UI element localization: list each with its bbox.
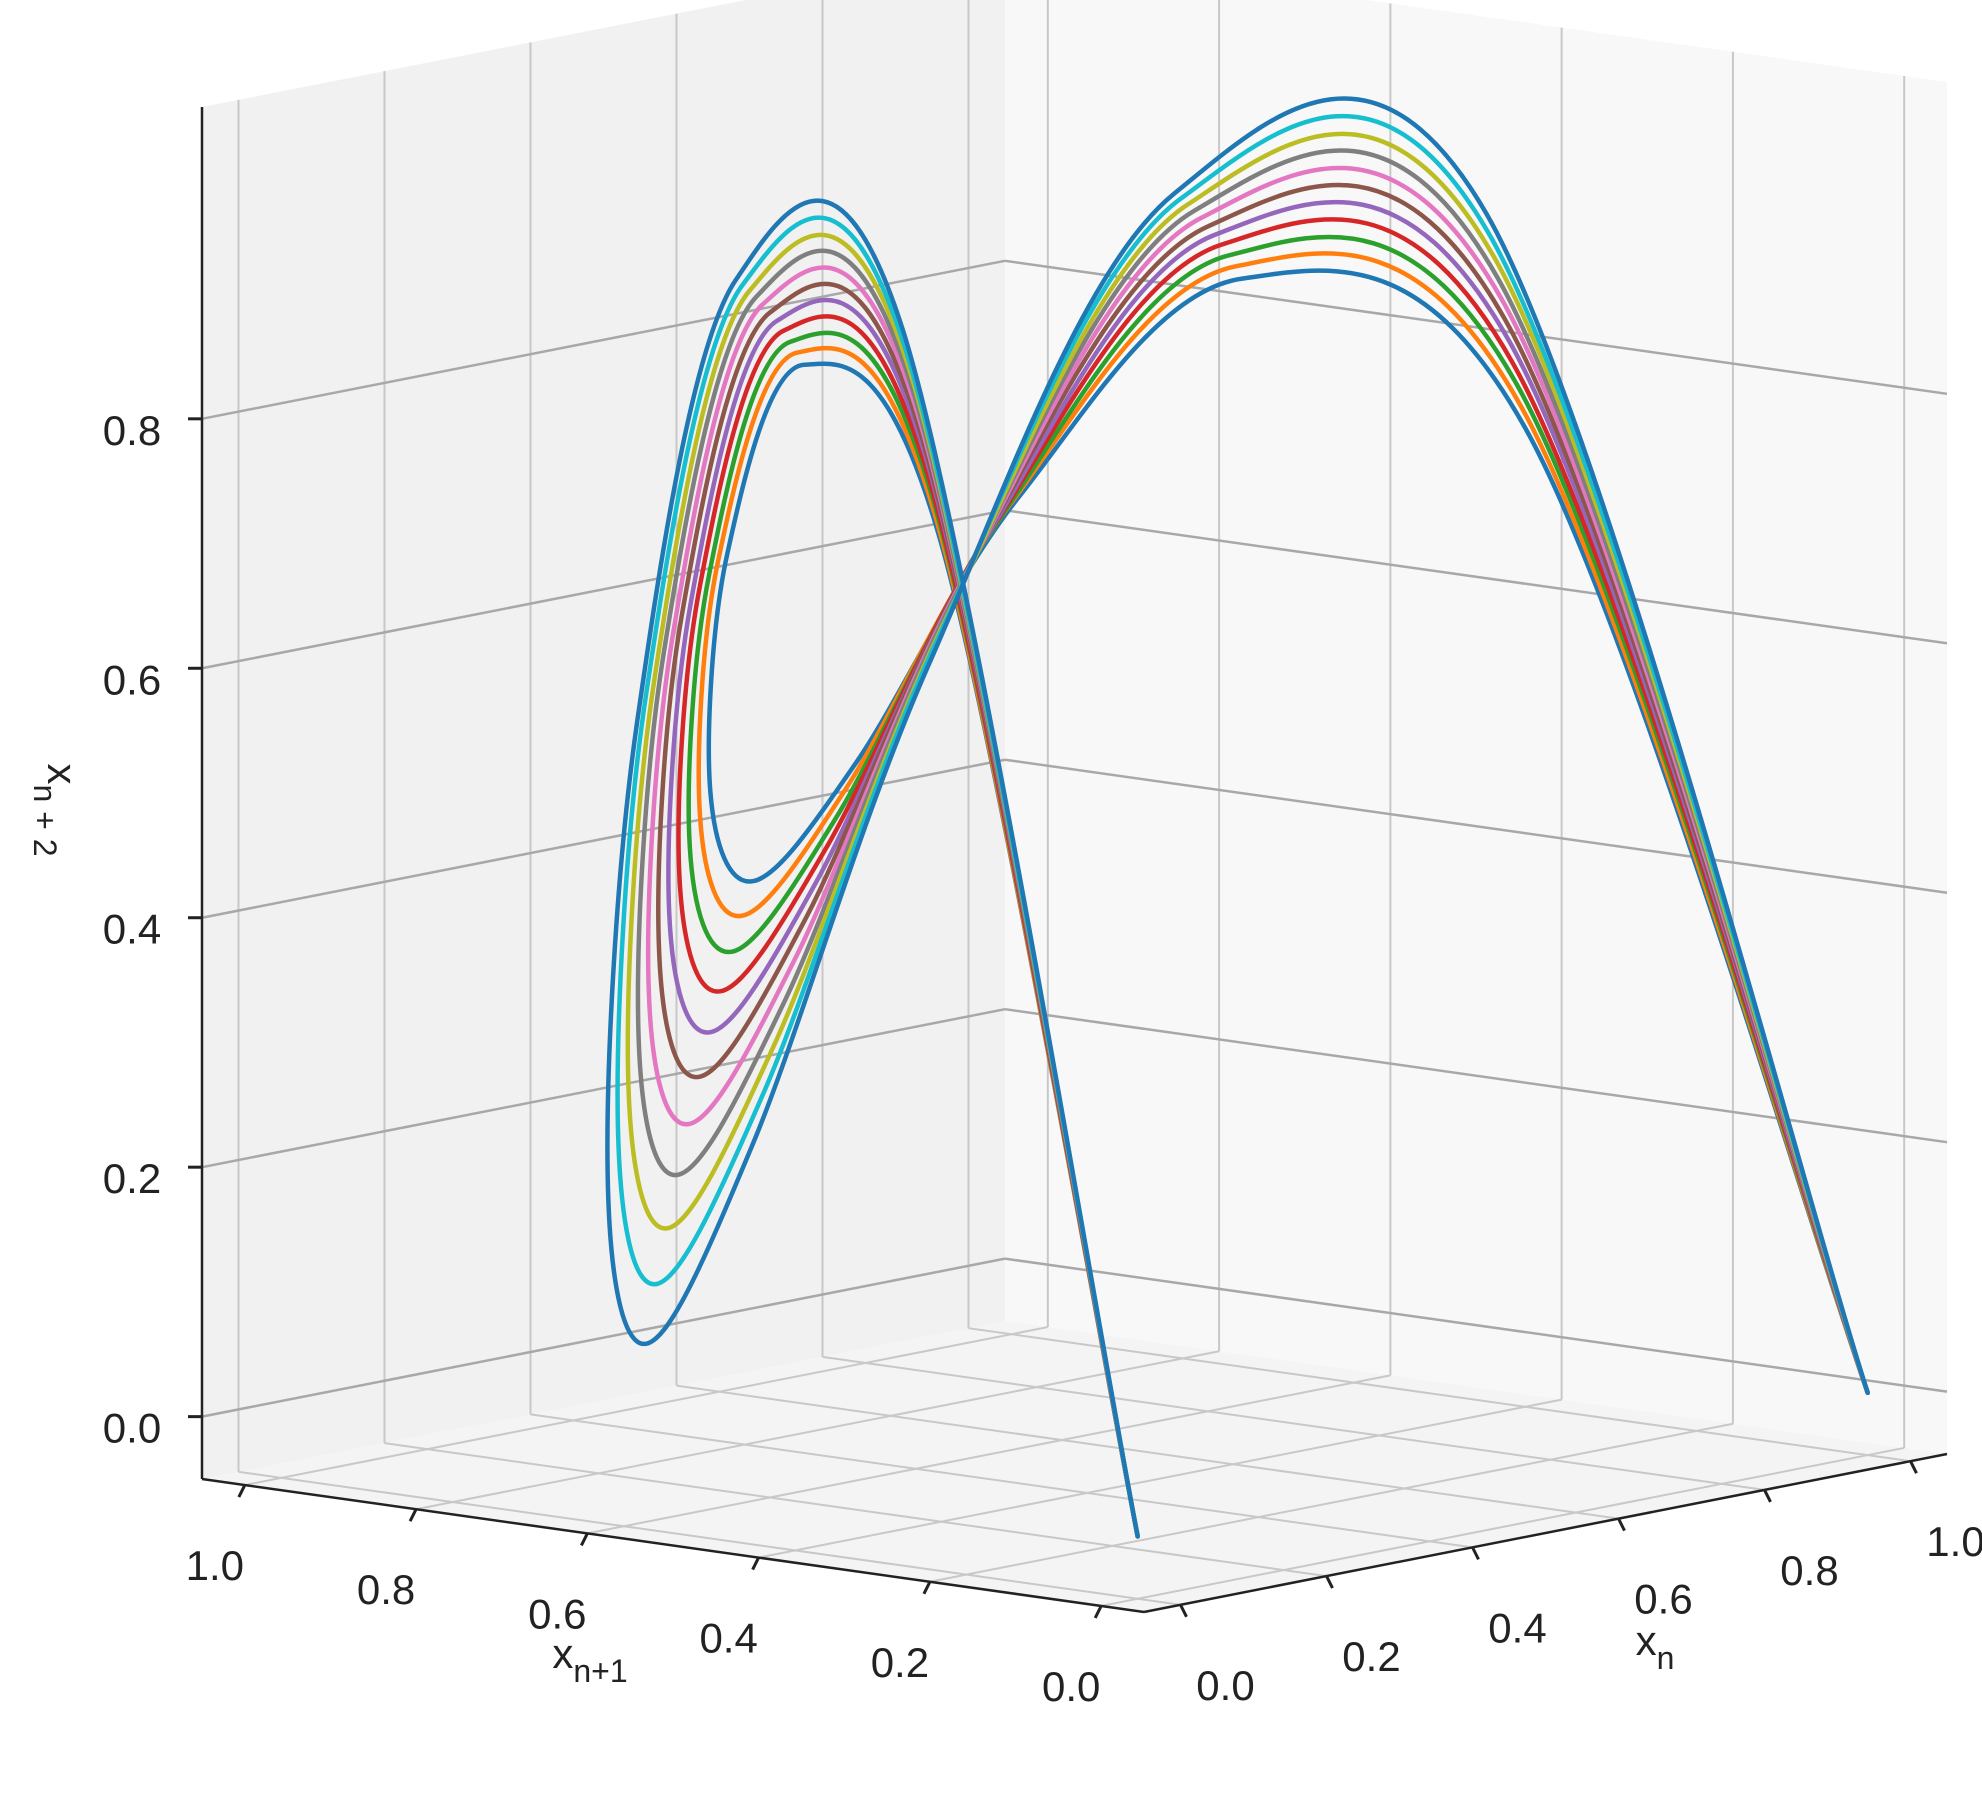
grid-line bbox=[587, 1374, 1391, 1535]
series-line bbox=[615, 113, 1870, 1539]
z-tick-label: 0.6 bbox=[103, 656, 161, 703]
x-tick bbox=[1471, 1546, 1480, 1561]
grid-line bbox=[201, 1257, 1006, 1418]
x-axis-label-sub: n bbox=[1657, 1640, 1675, 1676]
y-axis bbox=[201, 1477, 1145, 1614]
grid-line bbox=[758, 1398, 1562, 1559]
z-tick-label: 0.8 bbox=[103, 407, 161, 454]
y-tick-label: 0.0 bbox=[1042, 1663, 1100, 1710]
y-tick bbox=[1093, 1605, 1103, 1619]
side-pane bbox=[1005, 0, 1947, 1454]
grid-line bbox=[244, 1326, 1049, 1487]
grid-line bbox=[1004, 1257, 1948, 1393]
z-tick-label: 0.4 bbox=[103, 906, 161, 953]
y-tick bbox=[237, 1484, 247, 1498]
y-axis-label-base: x bbox=[552, 1630, 573, 1677]
grid-line bbox=[1100, 1446, 1905, 1607]
y-tick bbox=[751, 1556, 760, 1571]
x-tick bbox=[1179, 1604, 1188, 1618]
x-tick-label: 0.8 bbox=[1780, 1547, 1838, 1594]
grid-line bbox=[201, 509, 1006, 670]
x-axis-label: xn bbox=[1636, 1617, 1675, 1676]
back-pane bbox=[202, 0, 1005, 1479]
series-line bbox=[666, 199, 1870, 1539]
z-axis-label-base: x bbox=[39, 763, 86, 784]
series-line bbox=[605, 96, 1870, 1539]
series-line bbox=[676, 217, 1870, 1539]
y-tick-label: 0.8 bbox=[357, 1566, 415, 1613]
grid-line bbox=[1004, 758, 1948, 894]
grid-line bbox=[929, 1422, 1734, 1583]
z-axis-label: xn + 2 bbox=[27, 763, 86, 856]
y-tick-label: 1.0 bbox=[186, 1542, 244, 1589]
x-tick bbox=[1763, 1489, 1772, 1503]
x-tick-label: 0.0 bbox=[1196, 1662, 1254, 1709]
series-line bbox=[635, 148, 1870, 1539]
x-tick-label: 1.0 bbox=[1926, 1518, 1982, 1565]
y-tick-label: 0.4 bbox=[699, 1615, 757, 1662]
z-tick-label: 0.2 bbox=[103, 1155, 161, 1202]
y-tick-label: 0.6 bbox=[528, 1590, 586, 1637]
grid-line bbox=[384, 1442, 1327, 1578]
series-line bbox=[645, 165, 1870, 1539]
y-axis-label-sub: n+1 bbox=[573, 1653, 627, 1689]
grid-line bbox=[822, 1355, 1765, 1491]
x-tick bbox=[1325, 1575, 1334, 1589]
grid-line bbox=[201, 1007, 1006, 1169]
y-tick bbox=[922, 1581, 932, 1595]
x-axis bbox=[1143, 1452, 1948, 1614]
x-tick-label: 0.4 bbox=[1488, 1604, 1546, 1651]
y-tick bbox=[580, 1532, 589, 1547]
x-tick bbox=[1909, 1460, 1918, 1474]
grid-line bbox=[1004, 509, 1948, 645]
grid-line bbox=[415, 1350, 1220, 1511]
series-line bbox=[656, 182, 1870, 1539]
z-tick-label: 0.0 bbox=[103, 1405, 161, 1452]
y-axis-label: xn+1 bbox=[552, 1630, 627, 1689]
series-line bbox=[696, 251, 1870, 1539]
x-axis-label-base: x bbox=[1636, 1617, 1657, 1664]
series-line bbox=[686, 234, 1870, 1539]
grid-line bbox=[530, 1413, 1473, 1549]
x-tick bbox=[1617, 1517, 1626, 1532]
y-tick bbox=[408, 1508, 418, 1522]
grid-line bbox=[676, 1384, 1619, 1520]
grid-line bbox=[968, 1327, 1911, 1463]
y-tick-label: 0.2 bbox=[871, 1639, 929, 1686]
x-tick-label: 0.6 bbox=[1634, 1576, 1692, 1623]
x-tick-label: 0.2 bbox=[1342, 1633, 1400, 1680]
series-line bbox=[625, 131, 1870, 1539]
z-axis-label-sub: n + 2 bbox=[27, 784, 63, 856]
grid-line bbox=[238, 1470, 1181, 1606]
